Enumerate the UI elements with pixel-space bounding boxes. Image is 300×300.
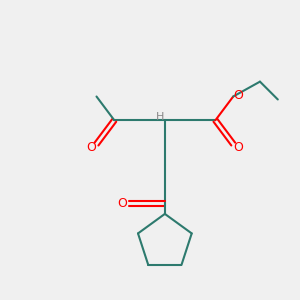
Text: O: O <box>234 140 244 154</box>
Text: O: O <box>234 88 244 101</box>
Text: O: O <box>118 197 128 210</box>
Text: H: H <box>156 112 165 122</box>
Text: O: O <box>86 140 96 154</box>
